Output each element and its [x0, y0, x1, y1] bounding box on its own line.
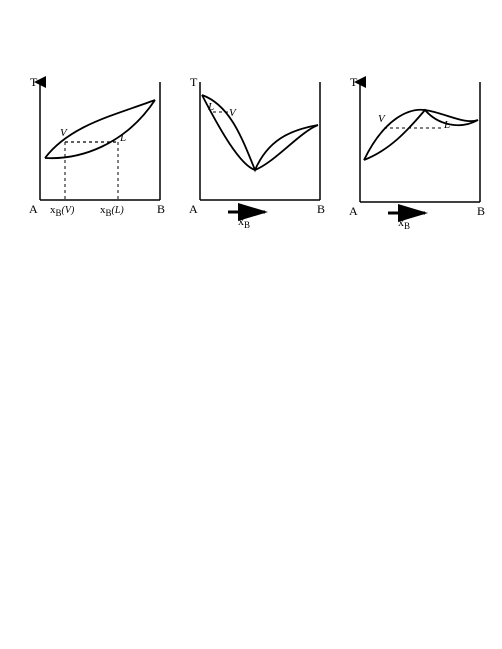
- svg-text:xB(V): xB(V): [50, 204, 75, 218]
- panel-1-svg: T A B V L xB(V) xB(L): [20, 70, 170, 240]
- panel-3-svg: T A B V L xB: [340, 70, 490, 240]
- A-label: A: [349, 204, 358, 218]
- B-label: B: [157, 202, 165, 216]
- V-label: V: [378, 113, 386, 125]
- svg-text:xB(L): xB(L): [100, 204, 124, 218]
- A-label: A: [189, 202, 198, 216]
- L-label: L: [207, 101, 214, 113]
- xB-L-label: xB(L): [100, 204, 124, 218]
- inner-curve: [202, 95, 318, 170]
- L-label: L: [443, 119, 450, 131]
- panel-3: T A B V L xB: [340, 70, 490, 240]
- B-label: B: [477, 204, 485, 218]
- xB-label: xB: [238, 214, 250, 230]
- panel-2-svg: T A B L V xB: [180, 70, 330, 240]
- y-axis-label: T: [30, 75, 38, 89]
- panel-1: T A B V L xB(V) xB(L): [20, 70, 170, 240]
- panel-2: T A B L V xB: [180, 70, 330, 240]
- L-label: L: [119, 132, 126, 144]
- V-label: V: [229, 107, 237, 119]
- A-label: A: [29, 202, 38, 216]
- y-axis-label: T: [190, 75, 198, 89]
- B-label: B: [317, 202, 325, 216]
- page: { "figure_top_px": 70, "panel_width_px":…: [0, 0, 502, 649]
- xB-V-label: xB(V): [50, 204, 75, 218]
- y-axis-label: T: [350, 75, 358, 89]
- xB-label: xB: [398, 215, 410, 231]
